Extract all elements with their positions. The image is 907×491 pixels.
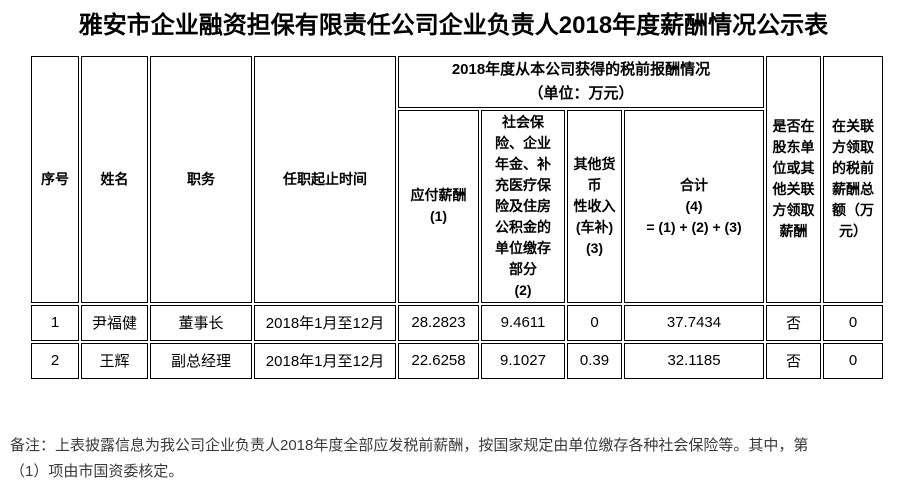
col-header-tenure: 任职起止时间 [254, 55, 396, 303]
cell-name: 尹福健 [81, 304, 148, 341]
cell-position: 董事长 [150, 304, 252, 341]
cell-shareholder: 否 [766, 342, 821, 379]
cell-index: 1 [31, 304, 79, 341]
cell-payable: 28.2823 [398, 304, 479, 341]
col-header-payable: 应付薪酬 (1) [398, 109, 479, 303]
cell-name: 王辉 [81, 342, 148, 379]
header-row-group: 序号 姓名 职务 任职起止时间 2018年度从本公司获得的税前报酬情况 （单位：… [31, 55, 883, 303]
cell-related-amount: 0 [823, 342, 883, 379]
page-title: 雅安市企业融资担保有限责任公司企业负责人2018年度薪酬情况公示表 [78, 12, 829, 39]
cell-index: 2 [31, 342, 79, 379]
col-header-group-pretax: 2018年度从本公司获得的税前报酬情况 （单位：万元） [398, 55, 764, 108]
cell-shareholder: 否 [766, 304, 821, 341]
header-row-sub: 应付薪酬 (1) 社会保 险、企业 年金、补 充医疗保 险及住房 公积金的 单位… [31, 109, 883, 303]
col-header-related-amount: 在关联 方领取 的税前 薪酬总 额（万 元） [823, 55, 883, 303]
col-header-insurance: 社会保 险、企业 年金、补 充医疗保 险及住房 公积金的 单位缴存 部分 (2) [481, 109, 565, 303]
table-row-1: 1 尹福健 董事长 2018年1月至12月 28.2823 9.4611 0 3… [31, 304, 883, 341]
cell-tenure: 2018年1月至12月 [254, 342, 396, 379]
table-row-2: 2 王辉 副总经理 2018年1月至12月 22.6258 9.1027 0.3… [31, 342, 883, 379]
cell-total: 37.7434 [624, 304, 764, 341]
cell-insurance: 9.1027 [481, 342, 565, 379]
col-header-shareholder-pay: 是否在 股东单 位或其 他关联 方领取 薪酬 [766, 55, 821, 303]
cell-tenure: 2018年1月至12月 [254, 304, 396, 341]
cell-insurance: 9.4611 [481, 304, 565, 341]
col-header-other-cash: 其他货币 性收入 (车补) (3) [567, 109, 622, 303]
footnote: 备注：上表披露信息为我公司企业负责人2018年度全部应发税前薪酬，按国家规定由单… [10, 436, 809, 481]
col-header-name: 姓名 [81, 55, 148, 303]
cell-related-amount: 0 [823, 304, 883, 341]
col-header-index: 序号 [31, 55, 79, 303]
cell-total: 32.1185 [624, 342, 764, 379]
cell-position: 副总经理 [150, 342, 252, 379]
cell-other-cash: 0 [567, 304, 622, 341]
cell-payable: 22.6258 [398, 342, 479, 379]
col-header-position: 职务 [150, 55, 252, 303]
cell-other-cash: 0.39 [567, 342, 622, 379]
salary-table: 序号 姓名 职务 任职起止时间 2018年度从本公司获得的税前报酬情况 （单位：… [29, 54, 885, 381]
col-header-total: 合计 (4) = (1) + (2) + (3) [624, 109, 764, 303]
